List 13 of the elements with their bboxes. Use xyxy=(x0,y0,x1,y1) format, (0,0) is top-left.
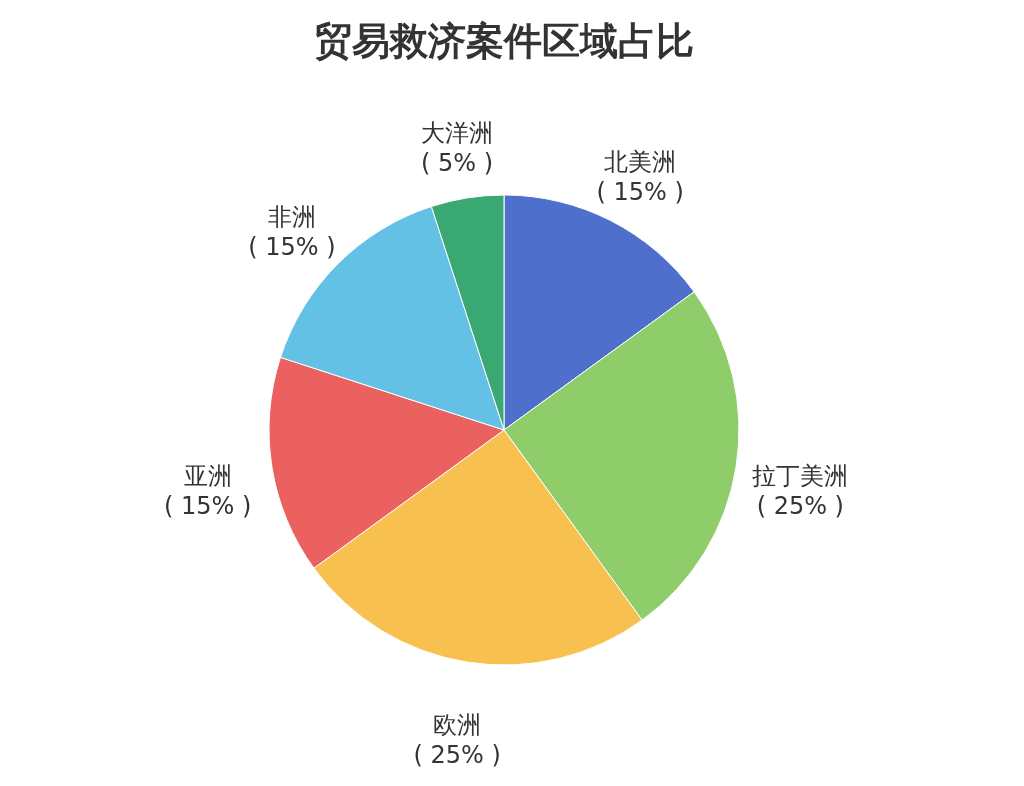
data-label: ( 15% ) xyxy=(596,177,684,206)
slice-label: 亚洲 xyxy=(183,461,232,490)
slice-label: 北美洲 xyxy=(604,147,677,176)
slice-label: 欧洲 xyxy=(433,711,482,740)
data-label: ( 25% ) xyxy=(413,741,501,770)
slice-label: 大洋洲 xyxy=(421,118,494,147)
data-label: ( 25% ) xyxy=(756,491,844,520)
data-label: ( 5% ) xyxy=(421,148,494,177)
chart-title: 贸易救济案件区域占比 xyxy=(314,19,694,63)
data-label: ( 15% ) xyxy=(164,491,252,520)
slice-label: 拉丁美洲 xyxy=(752,461,849,490)
slice-label: 非洲 xyxy=(267,202,316,231)
data-label: ( 15% ) xyxy=(248,232,336,261)
